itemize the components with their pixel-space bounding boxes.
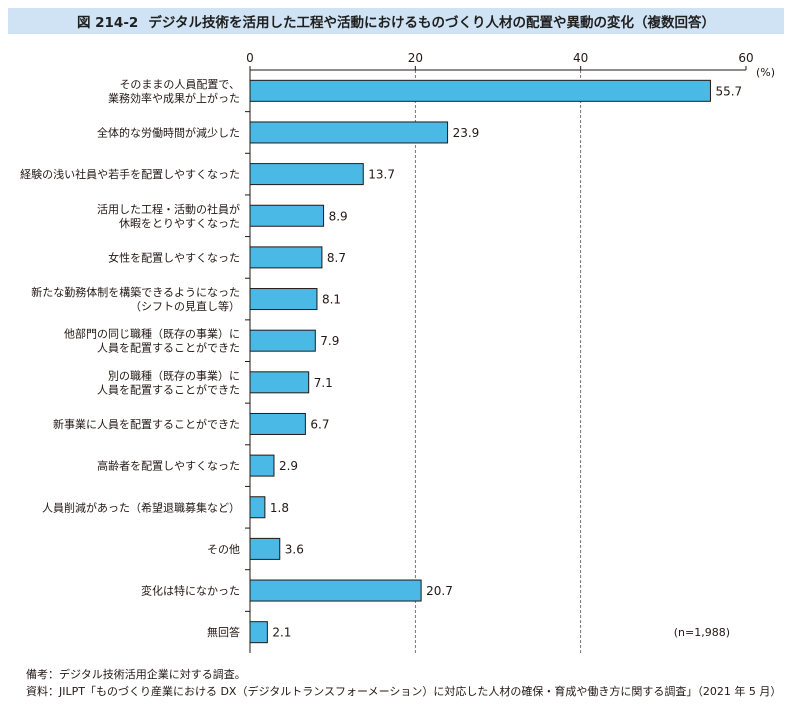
category-label: 全体的な労働時間が減少した bbox=[97, 125, 240, 139]
category-label: 業務効率や成果が上がった bbox=[108, 91, 240, 105]
footnote-source: 資料：JILPT「ものづくり産業における DX（デジタルトランスフォーメーション… bbox=[26, 685, 782, 698]
x-tick-label-20: 20 bbox=[408, 51, 423, 65]
data-label: 7.9 bbox=[320, 334, 339, 348]
data-label: 23.9 bbox=[453, 126, 480, 140]
bar bbox=[249, 79, 711, 102]
x-tick-label-60: 60 bbox=[738, 51, 753, 65]
data-label: 1.8 bbox=[270, 501, 289, 515]
data-label: 8.1 bbox=[322, 293, 341, 307]
bar bbox=[249, 496, 266, 519]
category-label: 高齢者を配置しやすくなった bbox=[97, 459, 240, 473]
bar bbox=[249, 121, 449, 144]
data-label: 8.7 bbox=[327, 251, 346, 265]
bar bbox=[249, 329, 316, 352]
figure-number: 図 214-2 bbox=[76, 15, 139, 31]
category-label: 女性を配置しやすくなった bbox=[108, 250, 240, 264]
figure-title: デジタル技術を活用した工程や活動におけるものづくり人材の配置や異動の変化（複数回… bbox=[148, 15, 716, 31]
category-label: 無回答 bbox=[207, 625, 240, 639]
category-label: 変化は特になかった bbox=[141, 584, 240, 598]
data-label: 13.7 bbox=[368, 168, 395, 182]
category-label: 新たな勤務体制を構築できるようになった bbox=[31, 285, 240, 299]
category-label: 人員を配置することができた bbox=[97, 341, 240, 355]
category-label: 人員を配置することができた bbox=[97, 382, 240, 396]
bar bbox=[249, 371, 310, 394]
bar bbox=[249, 163, 364, 186]
bar bbox=[249, 412, 306, 435]
data-label: 3.6 bbox=[285, 542, 304, 556]
x-tick-label-40: 40 bbox=[573, 51, 588, 65]
sample-size-note: (n=1,988) bbox=[674, 626, 730, 639]
category-label: 別の職種（既存の事業）に bbox=[108, 368, 240, 382]
data-label: 6.7 bbox=[310, 417, 329, 431]
category-label: 活用した工程・活動の社員が bbox=[97, 202, 240, 216]
x-tick-label-0: 0 bbox=[246, 51, 254, 65]
data-label: 20.7 bbox=[426, 584, 453, 598]
data-label: 2.9 bbox=[279, 459, 298, 473]
category-label: 新事業に人員を配置することができた bbox=[53, 417, 240, 431]
bar bbox=[249, 288, 318, 311]
bar bbox=[249, 204, 325, 227]
bar bbox=[249, 579, 422, 602]
bar bbox=[249, 454, 275, 477]
bar bbox=[249, 537, 281, 560]
category-label: その他 bbox=[207, 543, 240, 556]
category-label: 他部門の同じ職種（既存の事業）に bbox=[64, 327, 240, 341]
data-label: 2.1 bbox=[272, 626, 291, 640]
data-label: 55.7 bbox=[715, 84, 742, 98]
category-label: 休暇をとりやすくなった bbox=[119, 217, 240, 230]
category-label: （シフトの見直し等） bbox=[130, 299, 240, 313]
unit-label: (%) bbox=[756, 66, 775, 79]
bar bbox=[249, 621, 268, 644]
footnote-remark: 備考：デジタル技術活用企業に対する調査。 bbox=[26, 668, 246, 681]
bar bbox=[249, 246, 323, 269]
figure-title-bar: 図 214-2 デジタル技術を活用した工程や活動におけるものづくり人材の配置や異… bbox=[8, 8, 784, 34]
data-label: 8.9 bbox=[329, 209, 348, 223]
category-label: 経験の浅い社員や若手を配置しやすくなった bbox=[20, 167, 240, 181]
data-label: 7.1 bbox=[314, 376, 333, 390]
category-label: 人員削減があった（希望退職募集など） bbox=[42, 500, 240, 514]
category-label: そのままの人員配置で、 bbox=[119, 78, 240, 91]
